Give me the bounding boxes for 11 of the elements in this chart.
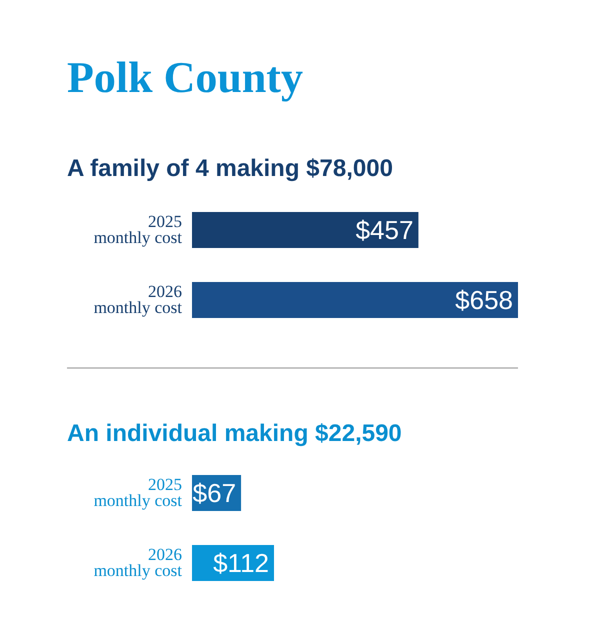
data-label: $67: [192, 478, 236, 508]
y-tick-label: 2025 monthly cost: [94, 212, 182, 247]
data-label: $457: [356, 215, 414, 245]
data-label: $658: [455, 285, 513, 315]
data-label: $112: [213, 548, 269, 578]
y-tick-label: 2026 monthly cost: [94, 282, 182, 317]
chart-title: An individual making $22,590: [67, 420, 402, 447]
y-tick-label: 2026 monthly cost: [94, 545, 182, 580]
y-tick-label: 2025 monthly cost: [94, 475, 182, 510]
chart-subtitle: A family of 4 making $78,000: [67, 155, 393, 182]
chart-title: Polk County: [67, 53, 303, 102]
